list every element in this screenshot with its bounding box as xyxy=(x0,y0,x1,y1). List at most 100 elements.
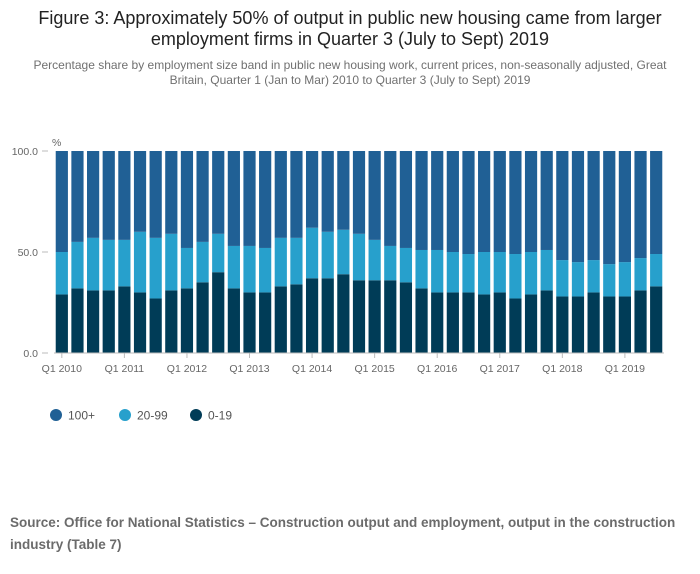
bar-100+-q2-2019 xyxy=(634,151,647,259)
bar-0-19-q1-2019 xyxy=(618,296,631,353)
bar-20-99-q4-2012 xyxy=(227,245,240,289)
bar-100+-q2-2016 xyxy=(446,151,459,252)
bar-100+-q2-2010 xyxy=(71,151,84,242)
bar-20-99-q1-2014 xyxy=(305,227,319,279)
bar-0-19-q4-2013 xyxy=(290,284,303,353)
bar-0-19-q3-2010 xyxy=(87,290,100,353)
bar-20-99-q2-2010 xyxy=(71,241,84,289)
bar-100+-q3-2018 xyxy=(587,151,600,261)
bar-100+-q4-2010 xyxy=(102,151,115,240)
legend-label-0-19: 0-19 xyxy=(208,409,232,423)
bar-100+-q4-2012 xyxy=(227,151,240,246)
legend-swatch-100+ xyxy=(50,409,62,421)
bar-20-99-q2-2016 xyxy=(446,252,459,293)
x-tick-label: Q1 2012 xyxy=(167,363,207,375)
bar-100+-q4-2015 xyxy=(415,151,428,250)
bar-20-99-q1-2019 xyxy=(618,262,631,297)
bar-100+-q1-2014 xyxy=(305,151,319,228)
bar-0-19-q2-2012 xyxy=(196,282,209,353)
bar-0-19-q3-2015 xyxy=(399,282,413,353)
bar-100+-q4-2018 xyxy=(603,151,616,265)
bar-100+-q1-2010 xyxy=(55,151,68,252)
bar-20-99-q3-2013 xyxy=(274,237,287,287)
bar-20-99-q2-2012 xyxy=(196,241,209,283)
bar-0-19-q2-2015 xyxy=(384,280,397,353)
x-tick-label: Q1 2010 xyxy=(42,363,82,375)
bar-0-19-q3-2018 xyxy=(587,292,600,353)
bar-100+-q1-2016 xyxy=(431,151,444,250)
source-note: Source: Office for National Statistics –… xyxy=(10,515,676,552)
y-tick-label: 0.0 xyxy=(23,348,38,360)
x-tick-label: Q1 2017 xyxy=(480,363,520,375)
x-tick-label: Q1 2013 xyxy=(229,363,269,375)
chart-subtitle: Percentage share by employment size band… xyxy=(33,58,667,87)
legend-swatch-20-99 xyxy=(119,409,131,421)
bar-100+-q3-2011 xyxy=(149,151,162,238)
bar-0-19-q2-2011 xyxy=(133,292,147,353)
legend-label-100+: 100+ xyxy=(68,409,95,423)
bar-0-19-q1-2016 xyxy=(431,292,444,353)
bar-100+-q1-2017 xyxy=(493,151,506,252)
bar-20-99-q1-2013 xyxy=(243,245,256,293)
bar-0-19-q4-2012 xyxy=(227,288,240,353)
bar-0-19-q2-2019 xyxy=(634,290,647,353)
bar-20-99-q4-2011 xyxy=(165,233,178,291)
bar-20-99-q1-2010 xyxy=(55,252,68,295)
bar-100+-q2-2015 xyxy=(384,151,397,246)
bar-20-99-q3-2014 xyxy=(337,229,350,275)
bar-20-99-q4-2013 xyxy=(290,237,303,285)
bar-20-99-q4-2016 xyxy=(478,252,491,295)
x-tick-label: Q1 2011 xyxy=(105,363,145,375)
bar-0-19-q4-2018 xyxy=(603,296,616,353)
bar-20-99-q2-2013 xyxy=(259,247,272,293)
bar-0-19-q2-2014 xyxy=(321,278,334,353)
bar-0-19-q3-2013 xyxy=(274,286,287,353)
bar-100+-q2-2014 xyxy=(321,151,334,232)
bar-20-99-q4-2014 xyxy=(352,233,366,281)
bar-20-99-q1-2012 xyxy=(180,247,194,289)
bar-100+-q3-2013 xyxy=(274,151,287,238)
bar-100+-q1-2019 xyxy=(618,151,631,263)
bar-100+-q1-2015 xyxy=(368,151,381,240)
bar-100+-q3-2015 xyxy=(399,151,413,248)
bar-0-19-q1-2011 xyxy=(118,286,131,353)
bar-0-19-q1-2014 xyxy=(305,278,319,353)
bar-20-99-q2-2017 xyxy=(509,254,522,299)
bar-0-19-q4-2011 xyxy=(165,290,178,353)
bar-20-99-q3-2012 xyxy=(212,233,225,273)
bar-0-19-q4-2017 xyxy=(540,290,553,353)
x-tick-label: Q1 2016 xyxy=(417,363,457,375)
bar-20-99-q2-2015 xyxy=(384,245,397,281)
bar-100+-q3-2017 xyxy=(524,151,538,252)
bar-20-99-q2-2018 xyxy=(571,262,585,297)
bar-0-19-q3-2011 xyxy=(149,298,162,353)
legend-label-20-99: 20-99 xyxy=(137,409,168,423)
bar-100+-q4-2013 xyxy=(290,151,303,238)
bar-0-19-q3-2016 xyxy=(462,292,475,353)
axes-group: % 0.0 50.0 100.0 Q1 2010 Q1 2011 Q1 2012 Q1 201… xyxy=(12,137,664,375)
bar-20-99-q1-2016 xyxy=(431,249,444,293)
bar-20-99-q3-2015 xyxy=(399,247,413,283)
bars-group xyxy=(55,151,663,353)
bar-20-99-q4-2015 xyxy=(415,249,428,289)
bar-100+-q2-2017 xyxy=(509,151,522,255)
bar-0-19-q4-2014 xyxy=(352,280,366,353)
bar-100+-q4-2017 xyxy=(540,151,553,250)
bar-100+-q4-2016 xyxy=(478,151,491,252)
bar-100+-q3-2014 xyxy=(337,151,350,230)
bar-100+-q1-2013 xyxy=(243,151,256,246)
bar-0-19-q3-2017 xyxy=(524,294,538,353)
bar-20-99-q1-2017 xyxy=(493,252,506,293)
bar-100+-q3-2016 xyxy=(462,151,475,255)
bar-0-19-q3-2019 xyxy=(650,286,663,353)
bar-20-99-q2-2014 xyxy=(321,231,334,279)
bar-20-99-q3-2018 xyxy=(587,260,600,293)
bar-20-99-q3-2010 xyxy=(87,237,100,291)
bar-0-19-q2-2017 xyxy=(509,298,522,353)
bar-0-19-q1-2015 xyxy=(368,280,381,353)
bar-20-99-q3-2016 xyxy=(462,254,475,293)
bar-0-19-q2-2016 xyxy=(446,292,459,353)
bar-100+-q3-2010 xyxy=(87,151,100,238)
legend: 100+ 20-99 0-19 xyxy=(50,409,232,423)
x-tick-label: Q1 2018 xyxy=(542,363,582,375)
